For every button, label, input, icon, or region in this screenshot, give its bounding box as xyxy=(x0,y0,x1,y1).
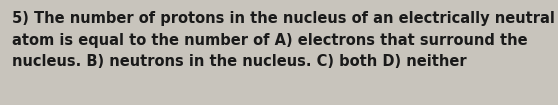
Text: 5) The number of protons in the nucleus of an electrically neutral
atom is equal: 5) The number of protons in the nucleus … xyxy=(12,11,555,69)
